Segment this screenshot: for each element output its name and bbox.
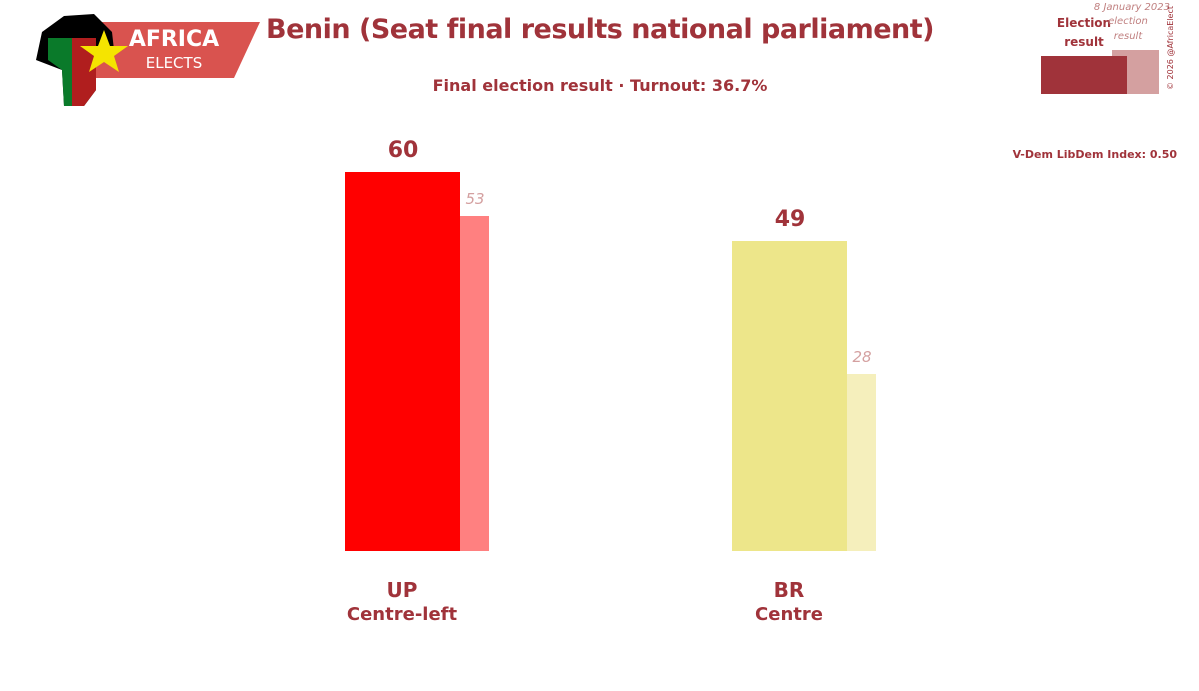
legend-label: election result (1108, 16, 1148, 42)
logo: AFRICA ELECTS (36, 14, 260, 106)
logo-map-green (48, 38, 72, 106)
date: 8 January 2023 (1093, 2, 1170, 13)
value-label: 49 (774, 207, 806, 233)
category-label: UP (386, 578, 418, 602)
bar (732, 241, 847, 551)
logo-map-red (72, 38, 96, 106)
chart-title: Benin (Seat final results national parli… (265, 14, 935, 45)
bar (345, 172, 460, 551)
logo-star (80, 30, 128, 72)
value-label-previous: 53 (465, 190, 485, 209)
bar-previous (847, 374, 876, 551)
category-subtitle: Centre-left (346, 604, 458, 625)
legend-label: Election result (1056, 16, 1112, 49)
category-label: BR (773, 578, 805, 602)
logo-text: AFRICA (129, 27, 219, 52)
value-label-previous: 28 (852, 348, 872, 367)
value-label: 60 (387, 138, 419, 163)
credit: © 2026 @AfricaElect (1166, 6, 1175, 90)
category-subtitle: Centre (755, 604, 823, 625)
legend-swatch (1041, 56, 1127, 94)
chart-subtitle: Final election result · Turnout: 36.7% (432, 76, 768, 95)
bar-previous (460, 216, 489, 551)
logo-banner (74, 22, 260, 78)
note: V-Dem LibDem Index: 0.50 (1012, 148, 1177, 161)
logo-subtext: ELECTS (146, 54, 202, 72)
